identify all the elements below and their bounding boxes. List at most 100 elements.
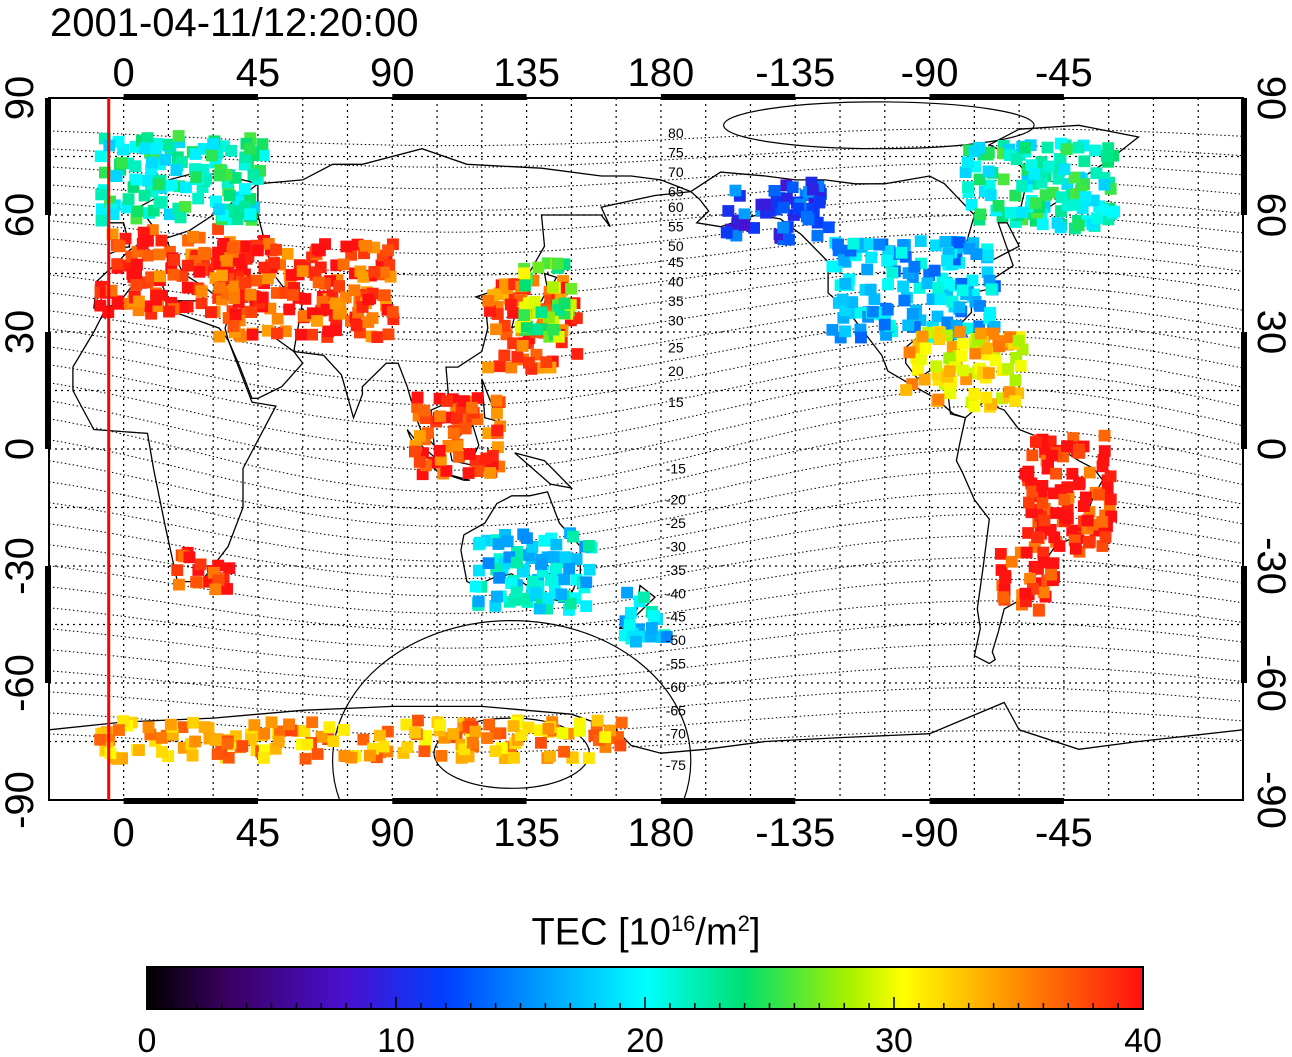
left-edge-bar bbox=[45, 566, 51, 683]
tec-sample bbox=[564, 299, 577, 311]
tec-sample bbox=[552, 331, 565, 343]
tec-sample bbox=[240, 241, 253, 253]
tec-sample bbox=[1035, 156, 1048, 168]
tec-sample bbox=[973, 320, 986, 333]
tec-sample bbox=[1044, 524, 1057, 536]
tec-sample bbox=[1075, 184, 1087, 197]
tec-sample bbox=[511, 546, 523, 558]
tec-sample bbox=[1072, 141, 1085, 154]
tec-sample bbox=[1081, 514, 1094, 527]
tec-sample bbox=[354, 326, 366, 339]
tec-sample bbox=[195, 285, 208, 297]
tec-sample bbox=[903, 346, 916, 359]
tec-sample bbox=[966, 274, 979, 287]
tec-sample bbox=[264, 302, 277, 315]
tec-sample bbox=[482, 295, 495, 307]
tec-sample bbox=[556, 727, 569, 739]
tec-sample bbox=[1058, 163, 1071, 175]
tec-sample bbox=[472, 465, 484, 477]
contour-label: -65 bbox=[666, 702, 686, 718]
tec-sample bbox=[865, 251, 878, 264]
top-edge-bar bbox=[123, 94, 258, 100]
tec-sample bbox=[411, 391, 424, 404]
tec-sample bbox=[1096, 540, 1109, 552]
tec-sample bbox=[926, 293, 939, 305]
tec-sample bbox=[623, 618, 636, 631]
tec-sample bbox=[570, 312, 583, 324]
tec-sample bbox=[187, 230, 199, 243]
tec-sample bbox=[513, 294, 526, 307]
tec-sample bbox=[580, 576, 593, 589]
mlat-contour bbox=[49, 336, 1243, 406]
tec-sample bbox=[914, 235, 927, 247]
tec-sample bbox=[855, 331, 867, 344]
contour-label: 25 bbox=[668, 340, 684, 356]
tec-sample bbox=[248, 719, 261, 731]
tec-sample bbox=[400, 718, 413, 731]
tec-sample bbox=[969, 160, 981, 173]
tec-sample bbox=[1037, 546, 1050, 559]
tec-sample bbox=[433, 392, 446, 405]
tec-sample bbox=[526, 575, 539, 588]
tec-sample bbox=[213, 203, 226, 216]
tec-sample bbox=[411, 401, 424, 413]
tec-sample bbox=[364, 749, 376, 762]
tec-sample bbox=[861, 263, 874, 276]
tec-sample bbox=[604, 724, 616, 737]
mlat-contour bbox=[49, 388, 1243, 471]
tec-sample bbox=[1102, 156, 1114, 168]
tec-sample bbox=[235, 263, 248, 276]
tec-sample bbox=[535, 558, 547, 571]
tec-sample bbox=[807, 206, 820, 219]
tec-sample bbox=[258, 261, 271, 274]
tec-sample bbox=[220, 168, 233, 181]
tec-sample bbox=[251, 244, 264, 257]
tec-sample bbox=[878, 318, 891, 331]
tec-sample bbox=[780, 179, 793, 192]
tec-sample bbox=[982, 165, 995, 178]
tec-sample bbox=[800, 210, 813, 223]
tec-sample bbox=[306, 328, 318, 341]
tec-sample bbox=[428, 456, 441, 469]
tec-sample bbox=[220, 255, 233, 267]
tec-sample bbox=[943, 365, 956, 377]
tec-sample bbox=[362, 293, 375, 306]
tec-sample bbox=[982, 367, 995, 379]
tec-sample bbox=[805, 176, 818, 189]
contour-label: 70 bbox=[668, 164, 684, 180]
tec-sample bbox=[383, 259, 396, 271]
contour-label: -45 bbox=[666, 609, 686, 625]
tec-sample bbox=[494, 360, 506, 373]
tec-sample bbox=[481, 534, 494, 547]
tec-sample bbox=[939, 236, 952, 248]
y-tick-label: 0 bbox=[1249, 438, 1292, 460]
tec-sample bbox=[198, 247, 211, 259]
tec-sample bbox=[959, 166, 972, 178]
tec-sample bbox=[624, 607, 637, 619]
tec-sample bbox=[350, 319, 363, 332]
tec-sample bbox=[238, 200, 251, 213]
tec-sample bbox=[219, 260, 232, 273]
tec-sample bbox=[360, 239, 372, 252]
tec-sample bbox=[567, 530, 579, 543]
tec-sample bbox=[311, 748, 324, 760]
tec-sample bbox=[471, 392, 484, 404]
tec-sample bbox=[873, 238, 886, 251]
tec-sample bbox=[189, 163, 201, 175]
tec-sample bbox=[262, 238, 275, 250]
tec-sample bbox=[759, 198, 772, 211]
tec-sample bbox=[154, 270, 166, 283]
tec-sample bbox=[330, 259, 343, 272]
tec-sample bbox=[1083, 535, 1096, 548]
mlat-contour bbox=[49, 730, 1243, 753]
tec-sample bbox=[127, 181, 140, 193]
tec-sample bbox=[916, 330, 929, 343]
tec-sample bbox=[243, 142, 256, 155]
tec-sample bbox=[511, 350, 524, 363]
tec-sample bbox=[826, 324, 839, 336]
tec-sample bbox=[172, 202, 185, 215]
tec-sample bbox=[1019, 467, 1032, 480]
tec-sample bbox=[1016, 343, 1029, 356]
tec-sample bbox=[960, 373, 973, 386]
tec-sample bbox=[562, 727, 575, 740]
